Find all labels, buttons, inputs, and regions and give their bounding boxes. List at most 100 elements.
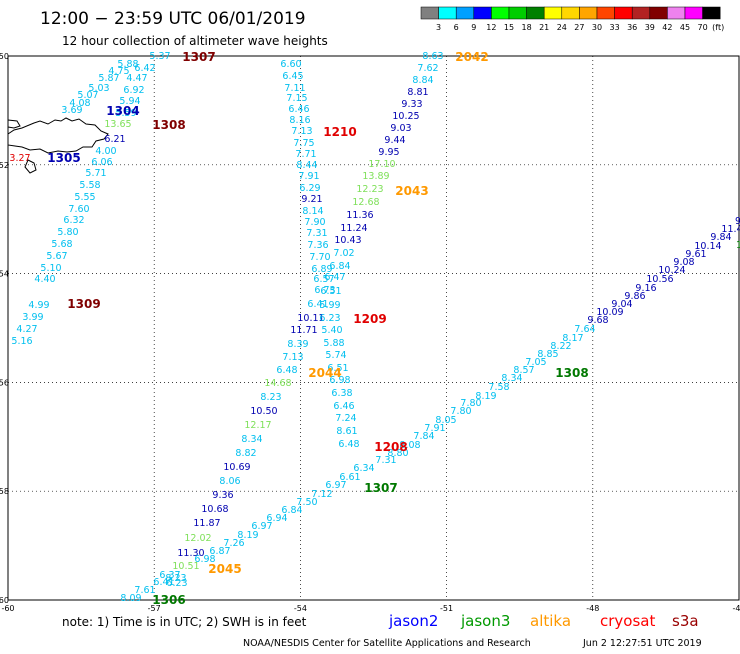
wave-height-value: 10.69 [223,462,250,473]
colorbar-swatch [614,6,633,20]
wave-height-value: 7.71 [295,149,316,160]
wave-height-value: 10.11 [297,313,324,324]
wave-height-value: 5.55 [74,192,95,203]
wave-height-value: 6.21 [104,134,125,145]
colorbar-tick-label: 12 [486,23,496,32]
wave-height-value: 1 [736,240,740,251]
map-subtitle: 12 hour collection of altimeter wave hei… [62,34,328,48]
lon-tick-label: -57 [148,604,161,613]
wave-height-value: 3.99 [22,312,43,323]
lon-tick-label: -51 [440,604,453,613]
wave-height-value: 7.60 [68,204,89,215]
colorbar-tick-label: 33 [610,23,620,32]
wave-height-value: 8.85 [537,349,558,360]
colorbar-swatch [491,6,510,20]
lat-tick-label: -54 [0,270,9,279]
wave-height-value: 5.07 [77,90,98,101]
wave-height-value: 17.10 [368,159,395,170]
wave-height-value: 4.75 [108,66,129,77]
colorbar-swatch [508,6,527,20]
wave-height-value: 4.00 [95,146,116,157]
wave-height-value: 7.02 [333,248,354,259]
wave-height-value: 9.84 [710,232,731,243]
wave-height-value: 6.84 [281,505,302,516]
altimeter-track: 6.606.457.117.156.468.167.137.757.718.44… [120,59,335,604]
colorbar-tick-label: 36 [627,23,637,32]
wave-height-value: 6.41 [307,299,328,310]
footer-timestamp: Jun 2 12:27:51 UTC 2019 [582,638,702,649]
wave-height-value: 5.58 [79,180,100,191]
wave-height-value: 5.74 [325,350,346,361]
colorbar-swatch [596,6,615,20]
wave-height-value: 6.60 [280,59,301,70]
pass-time-label: 1309 [67,297,100,311]
wave-height-value: 6.29 [299,183,320,194]
wave-height-value: 8.34 [241,434,262,445]
lat-tick-label: -58 [0,487,9,496]
wave-height-value: 6.73 [314,285,335,296]
altimeter-track: 8.637.628.848.819.3310.259.039.449.9517.… [319,51,443,450]
wave-height-value: 12.02 [184,533,211,544]
wave-height-value: 6.34 [353,463,374,474]
west-island-outline [7,119,21,129]
wave-height-value: 13.65 [104,119,131,130]
colorbar-tick-label: 70 [698,23,708,32]
wave-height-value: 7.26 [223,538,244,549]
wave-height-value: 8.82 [235,448,256,459]
wave-height-value: 8.80 [387,448,408,459]
wave-height-value: 7.50 [296,497,317,508]
wave-height-value: 10.56 [646,274,673,285]
satellite-legend-entry: s3a [672,612,699,630]
colorbar-tick-label: 21 [539,23,549,32]
wave-height-value: 7.80 [450,406,471,417]
wave-height-value: 10.51 [172,561,199,572]
colorbar-unit: (ft) [712,23,724,32]
wave-height-value: 7.75 [293,138,314,149]
colorbar-swatch [684,6,703,20]
wave-height-value: 5.88 [323,338,344,349]
wave-height-value: 8.05 [435,415,456,426]
colorbar-tick-label: 27 [574,23,584,32]
wave-height-value: 8.06 [219,476,240,487]
wave-height-value: 6.46 [288,104,309,115]
wave-height-value: 9.36 [212,490,233,501]
wave-height-value: 10.25 [392,111,419,122]
wave-height-value: 10.68 [201,504,228,515]
wave-height-value: 5.80 [57,227,78,238]
lon-tick-label: -54 [294,604,307,613]
wave-height-value: 7.58 [488,382,509,393]
lon-tick-label: -45 [732,604,740,613]
wave-height-value: 6.89 [311,264,332,275]
wave-height-value: 9.95 [378,147,399,158]
colorbar-tick-label: 6 [454,23,459,32]
wave-height-value: 6.41 [153,577,174,588]
wave-height-value: 8.39 [287,339,308,350]
wave-height-value: 6.57 [313,274,334,285]
wave-height-value: 6.94 [266,513,287,524]
wave-height-value: 6.46 [333,401,354,412]
wave-height-value: 6.47 [324,272,345,283]
lat-tick-label: -56 [0,378,9,387]
pass-time-label: 2043 [395,184,428,198]
wave-height-value: 6.23 [319,313,340,324]
wave-height-value: 8.19 [237,530,258,541]
wave-height-value: 7.13 [282,352,303,363]
wave-height-value: 8.23 [260,392,281,403]
colorbar-tick-label: 24 [557,23,567,32]
pass-time-label: 1305 [47,151,80,165]
wave-height-value: 4.40 [34,274,55,285]
wave-height-value: 10.43 [334,235,361,246]
wave-height-value: 14.68 [264,378,291,389]
map-title: 12:00 − 23:59 UTC 06/01/2019 [40,9,306,29]
altimeter-track: 8.808.087.847.918.057.807.808.197.588.34… [387,216,740,459]
wave-height-value: 6.48 [276,365,297,376]
wave-height-value: 8.17 [562,333,583,344]
wave-height-value: 9.21 [301,194,322,205]
wave-height-value: 9.16 [635,283,656,294]
colorbar-swatch [649,6,668,20]
wave-height-value: 6.84 [329,261,350,272]
pass-time-label: 2044 [308,366,341,380]
wave-height-value: 11.36 [346,210,373,221]
wave-height-value: 5.94 [119,96,140,107]
